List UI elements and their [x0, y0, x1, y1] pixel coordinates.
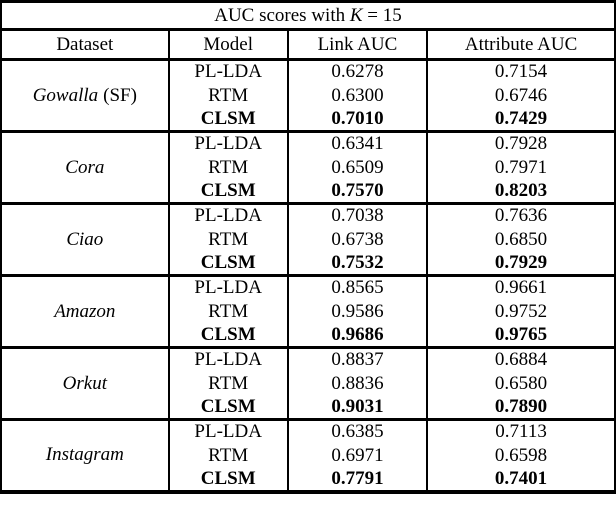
attribute-auc-cell: 0.6598 [426, 443, 616, 468]
attribute-auc-cell: 0.7890 [426, 395, 616, 420]
link-auc-cell: 0.7791 [286, 467, 429, 492]
attribute-auc-cell: 0.9752 [426, 299, 616, 324]
table-row: CLSM 0.7010 0.7429 [1, 107, 616, 132]
attribute-auc-cell: 0.6850 [426, 227, 616, 252]
table-row: CLSM 0.7532 0.7929 [1, 251, 616, 276]
attribute-auc-cell: 0.6746 [426, 83, 616, 108]
link-auc-cell: 0.7532 [286, 251, 429, 276]
link-auc-cell: 0.6341 [286, 130, 429, 156]
dataset-cell: Ciao [0, 202, 170, 276]
attribute-auc-cell: 0.7401 [426, 467, 616, 492]
attribute-auc-cell: 0.6884 [426, 346, 616, 372]
link-auc-cell: 0.7570 [286, 179, 429, 204]
model-cell: CLSM [167, 395, 289, 420]
title-k-variable: K [349, 4, 363, 26]
table-row: RTM 0.6509 0.7971 [1, 155, 616, 180]
table-body: Gowalla (SF) PL-LDA 0.6278 0.7154 RTM 0.6300 0.… [0, 58, 616, 492]
model-cell: CLSM [167, 251, 289, 276]
table-header-row: Dataset Model Link AUC Attribute AUC [0, 29, 616, 61]
attribute-auc-cell: 0.7929 [426, 251, 616, 276]
table-row: CLSM 0.7570 0.8203 [1, 179, 616, 204]
link-auc-cell: 0.6300 [286, 83, 429, 108]
dataset-name: Cora [65, 156, 105, 178]
table-row: CLSM 0.9031 0.7890 [1, 395, 616, 420]
link-auc-cell: 0.6738 [286, 227, 429, 252]
table-row: RTM 0.6300 0.6746 [1, 83, 616, 108]
attribute-auc-cell: 0.8203 [426, 179, 616, 204]
model-cell: RTM [167, 83, 289, 108]
table-row: Amazon PL-LDA 0.8565 0.9661 [0, 274, 616, 348]
dataset-cell: Orkut [0, 346, 170, 420]
auc-scores-table: AUC scores with K = 15 Dataset Model Lin… [0, 0, 616, 494]
model-cell: CLSM [167, 179, 289, 204]
model-cell: CLSM [167, 467, 289, 492]
title-prefix: AUC scores with [214, 4, 346, 26]
table-row: RTM 0.6738 0.6850 [1, 227, 616, 252]
title-suffix: = 15 [367, 4, 402, 26]
table-row: RTM 0.8836 0.6580 [1, 371, 616, 396]
model-cell: PL-LDA [167, 346, 289, 372]
model-cell: PL-LDA [167, 130, 289, 156]
table-row: CLSM 0.9686 0.9765 [1, 323, 616, 348]
table-row: RTM 0.6971 0.6598 [1, 443, 616, 468]
dataset-cell: Cora [0, 130, 170, 204]
attribute-auc-cell: 0.7971 [426, 155, 616, 180]
link-auc-cell: 0.7038 [286, 202, 429, 228]
link-auc-cell: 0.9031 [286, 395, 429, 420]
table-title-row: AUC scores with K = 15 [0, 1, 616, 31]
dataset-name: Amazon [54, 300, 116, 322]
model-cell: PL-LDA [167, 274, 289, 300]
model-cell: CLSM [167, 107, 289, 132]
model-cell: PL-LDA [167, 202, 289, 228]
model-cell: RTM [167, 299, 289, 324]
attribute-auc-cell: 0.7636 [426, 202, 616, 228]
model-cell: RTM [167, 155, 289, 180]
model-cell: RTM [167, 443, 289, 468]
table-row: RTM 0.9586 0.9752 [1, 299, 616, 324]
attribute-auc-cell: 0.6580 [426, 371, 616, 396]
table-row: Ciao PL-LDA 0.7038 0.7636 [0, 202, 616, 276]
model-cell: PL-LDA [167, 418, 289, 444]
dataset-cell: Gowalla (SF) [0, 58, 170, 132]
link-auc-cell: 0.7010 [286, 107, 429, 132]
table-row: Cora PL-LDA 0.6341 0.7928 [0, 130, 616, 204]
link-auc-cell: 0.9686 [286, 323, 429, 348]
table-row: Gowalla (SF) PL-LDA 0.6278 0.7154 [0, 58, 616, 132]
table-head: AUC scores with K = 15 Dataset Model Lin… [0, 1, 616, 61]
dataset-name: Orkut [62, 372, 107, 394]
dataset-name: Instagram [45, 444, 124, 466]
column-header-dataset: Dataset [0, 29, 170, 61]
table-title: AUC scores with K = 15 [0, 1, 616, 31]
dataset-name: Gowalla [32, 84, 99, 106]
table-row: Instagram PL-LDA 0.6385 0.7113 [0, 418, 616, 492]
table-row: Orkut PL-LDA 0.8837 0.6884 [0, 346, 616, 420]
link-auc-cell: 0.6278 [286, 58, 429, 84]
link-auc-cell: 0.6385 [286, 418, 429, 444]
model-cell: CLSM [167, 323, 289, 348]
attribute-auc-cell: 0.9661 [426, 274, 616, 300]
attribute-auc-cell: 0.7928 [426, 130, 616, 156]
link-auc-cell: 0.6509 [286, 155, 429, 180]
link-auc-cell: 0.8837 [286, 346, 429, 372]
link-auc-cell: 0.8565 [286, 274, 429, 300]
column-header-model: Model [167, 29, 289, 61]
link-auc-cell: 0.9586 [286, 299, 429, 324]
link-auc-cell: 0.8836 [286, 371, 429, 396]
link-auc-cell: 0.6971 [286, 443, 429, 468]
dataset-cell: Instagram [0, 418, 170, 492]
table-row: CLSM 0.7791 0.7401 [1, 467, 616, 492]
attribute-auc-cell: 0.7429 [426, 107, 616, 132]
dataset-name: Ciao [66, 228, 104, 250]
dataset-note: (SF) [103, 84, 137, 106]
model-cell: RTM [167, 227, 289, 252]
model-cell: RTM [167, 371, 289, 396]
attribute-auc-cell: 0.7113 [426, 418, 616, 444]
model-cell: PL-LDA [167, 58, 289, 84]
attribute-auc-cell: 0.7154 [426, 58, 616, 84]
column-header-attribute-auc: Attribute AUC [426, 29, 616, 61]
attribute-auc-cell: 0.9765 [426, 323, 616, 348]
dataset-cell: Amazon [0, 274, 170, 348]
column-header-link-auc: Link AUC [286, 29, 429, 61]
